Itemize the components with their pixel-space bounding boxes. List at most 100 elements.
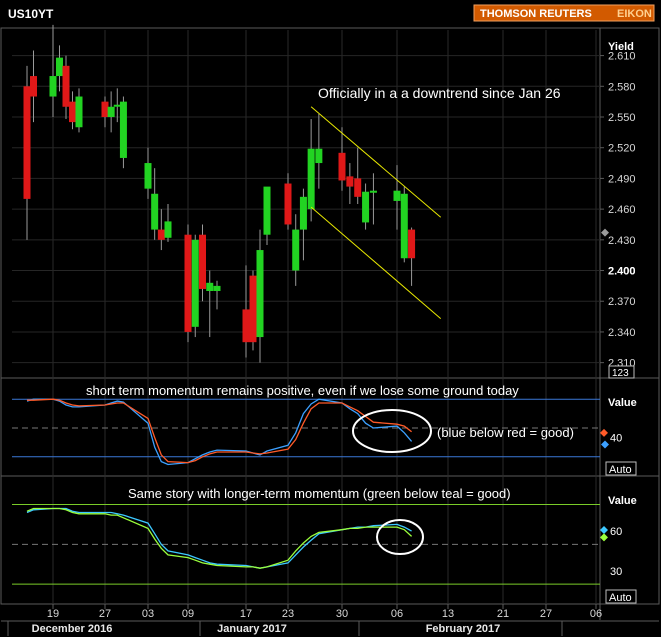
y-axis-title: Value xyxy=(608,495,637,507)
trend-line xyxy=(310,106,442,218)
candle-down[interactable] xyxy=(249,275,257,343)
price-annotation: Officially in a a downtrend since Jan 26 xyxy=(318,85,561,101)
candle-down[interactable] xyxy=(346,176,354,187)
trend-line xyxy=(310,206,442,320)
x-tick-label: 21 xyxy=(497,608,509,620)
x-tick-label: 27 xyxy=(99,608,111,620)
y-axis-title: Value xyxy=(608,397,637,409)
candle-up[interactable] xyxy=(151,193,159,230)
candle-up[interactable] xyxy=(369,190,377,193)
x-tick-label: 09 xyxy=(182,608,194,620)
highlight-ellipse xyxy=(376,519,424,555)
long-momentum-annotation: Same story with longer-term momentum (gr… xyxy=(128,486,511,501)
x-tick-label: 03 xyxy=(142,608,154,620)
candle-up[interactable] xyxy=(49,76,57,97)
last-green-marker xyxy=(600,533,608,542)
auto-button[interactable] xyxy=(605,589,637,604)
candle-up[interactable] xyxy=(191,239,199,327)
candle-up[interactable] xyxy=(292,229,300,271)
short-momentum-annotation: short term momentum remains positive, ev… xyxy=(86,383,519,398)
candle-down[interactable] xyxy=(157,229,165,240)
candle-up[interactable] xyxy=(206,282,214,291)
y-tick-label: 30 xyxy=(610,566,622,578)
brand-main: THOMSON REUTERS xyxy=(480,8,592,20)
last-value-label: 2.400 xyxy=(608,266,636,278)
scale-box-label: 123 xyxy=(612,368,629,379)
short-momentum-side-note: (blue below red = good) xyxy=(437,425,574,440)
candle-up[interactable] xyxy=(75,96,83,128)
x-axis: 19 27 03 09 17 23 30 06 13 21 27 06 December 2016 Jan… xyxy=(1,604,659,636)
y-tick-label: 2.490 xyxy=(608,173,636,185)
candle-up[interactable] xyxy=(144,163,152,189)
last-teal-marker xyxy=(600,526,608,535)
candle-down[interactable] xyxy=(101,101,109,117)
x-tick-label: 19 xyxy=(47,608,59,620)
x-tick-label: 13 xyxy=(442,608,454,620)
x-tick-label: 30 xyxy=(336,608,348,620)
candle-down[interactable] xyxy=(184,234,192,332)
short-momentum-panel[interactable]: Value 40 Auto short term momentum remains p… xyxy=(12,383,637,476)
series-green-line xyxy=(26,507,413,569)
candle-down[interactable] xyxy=(338,152,346,181)
auto-button-label: Auto xyxy=(609,464,632,476)
month-label: January 2017 xyxy=(217,623,287,635)
candle-down[interactable] xyxy=(354,178,362,197)
y-tick-label: 40 xyxy=(610,433,622,445)
y-tick-label: 2.370 xyxy=(608,296,636,308)
candle-up[interactable] xyxy=(307,148,315,210)
price-panel[interactable]: 2.610 2.580 2.550 2.520 2.490 2.460 2.430 2.400… xyxy=(23,24,636,379)
candle-up[interactable] xyxy=(256,250,264,338)
brand-accent: EIKON xyxy=(617,8,652,20)
candle-down[interactable] xyxy=(62,65,70,107)
candle-up[interactable] xyxy=(113,104,121,107)
symbol-label: US10YT xyxy=(8,7,54,21)
candle-down[interactable] xyxy=(408,229,416,259)
last-price-marker xyxy=(601,228,609,237)
panel-frame xyxy=(0,475,660,605)
candle-up[interactable] xyxy=(315,148,323,164)
x-tick-label: 06 xyxy=(391,608,403,620)
series-red-line xyxy=(27,398,413,464)
long-momentum-panel[interactable]: Value 60 30 Auto Same story with longer-term… xyxy=(12,486,637,604)
y-tick-label: 2.430 xyxy=(608,235,636,247)
candle-up[interactable] xyxy=(164,221,172,238)
candle-up[interactable] xyxy=(263,186,271,235)
series-blue-line xyxy=(26,398,413,466)
auto-button-label: Auto xyxy=(609,592,632,604)
candle-up[interactable] xyxy=(56,57,63,77)
candle-down[interactable] xyxy=(242,309,250,343)
month-label: February 2017 xyxy=(426,623,501,635)
x-tick-label: 23 xyxy=(282,608,294,620)
candle-up[interactable] xyxy=(362,191,370,223)
candle-up[interactable] xyxy=(119,101,127,158)
y-tick-label: 2.520 xyxy=(608,143,636,155)
candle-down[interactable] xyxy=(69,101,76,123)
x-tick-label: 27 xyxy=(540,608,552,620)
candle-up[interactable] xyxy=(400,193,408,259)
last-red-marker xyxy=(600,428,608,437)
y-tick-label: 2.580 xyxy=(608,81,636,93)
x-tick-label: 17 xyxy=(240,608,252,620)
last-blue-marker xyxy=(601,440,609,449)
y-tick-label: 2.550 xyxy=(608,112,636,124)
candle-up[interactable] xyxy=(213,285,221,291)
y-tick-label: 2.400 xyxy=(608,266,636,278)
auto-button[interactable] xyxy=(605,461,637,476)
candle-down[interactable] xyxy=(284,183,292,225)
brand-logo: THOMSON REUTERS EIKON xyxy=(473,4,655,22)
month-label: December 2016 xyxy=(32,623,113,635)
candle-up[interactable] xyxy=(299,196,307,230)
y-tick-label: 2.610 xyxy=(608,51,636,63)
y-tick-label: 2.340 xyxy=(608,327,636,339)
candle-down[interactable] xyxy=(23,86,31,199)
x-tick-label: 06 xyxy=(590,608,602,620)
highlight-ellipse xyxy=(352,409,432,453)
candle-up[interactable] xyxy=(107,106,115,117)
candle-down[interactable] xyxy=(30,76,37,97)
y-tick-label: 60 xyxy=(610,526,622,538)
candle-down[interactable] xyxy=(199,234,206,289)
scale-box[interactable] xyxy=(608,365,635,379)
y-axis-title: Yield xyxy=(608,41,634,53)
candle-up[interactable] xyxy=(393,190,401,201)
